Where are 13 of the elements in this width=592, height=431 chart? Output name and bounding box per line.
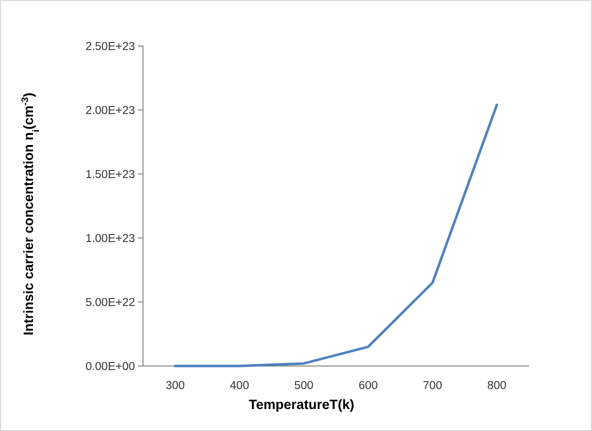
x-tick-label: 500	[294, 380, 314, 392]
y-tick-label: 2.00E+23	[85, 105, 135, 118]
x-tick-label: 600	[358, 380, 378, 392]
x-tick-label: 800	[487, 380, 506, 392]
x-tick-label: 700	[422, 380, 442, 392]
y-tick-label: 5.00E+22	[85, 297, 135, 310]
y-tick-label: 1.50E+23	[85, 169, 135, 182]
y-tick-label: 0.00E+00	[85, 361, 135, 374]
y-tick-label: 2.50E+23	[85, 41, 135, 54]
x-axis-title: TemperatureT(k)	[248, 397, 354, 412]
x-tick-label: 400	[230, 380, 250, 392]
x-tick-label: 300	[166, 380, 185, 392]
y-tick-label: 1.00E+23	[85, 233, 135, 246]
